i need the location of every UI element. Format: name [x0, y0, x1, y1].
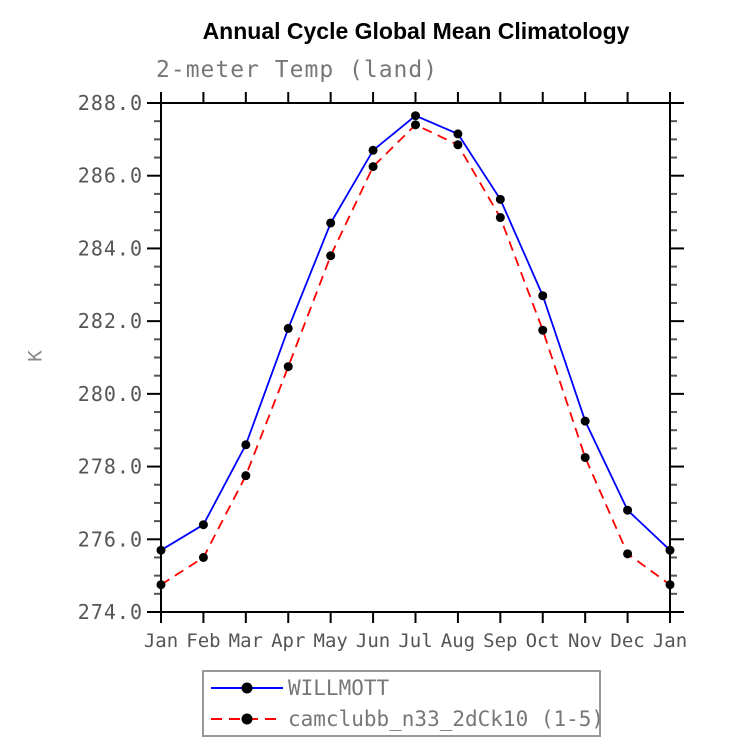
axis-frame: [160, 102, 671, 613]
x-tick-label: Oct: [526, 630, 560, 652]
series-markers-1: [156, 120, 675, 590]
series-markers-0: [156, 111, 675, 555]
x-tick-label: Feb: [186, 630, 220, 652]
x-tick-label: Sep: [483, 630, 517, 652]
y-tick-label: 288.0: [78, 91, 143, 115]
x-tick-label: Mar: [229, 630, 263, 652]
chart-title: Annual Cycle Global Mean Climatology: [202, 18, 630, 44]
legend-label-willmott: WILLMOTT: [288, 676, 390, 701]
chart-subtitle: 2-meter Temp (land): [156, 57, 439, 83]
x-tick-label: Nov: [568, 630, 602, 652]
x-tick-label: Dec: [610, 630, 644, 652]
series-line-0: [160, 114, 671, 551]
axis-ticks: [147, 92, 684, 623]
legend: WILLMOTT camclubb_n33_2dCk10 (1-5): [202, 670, 604, 737]
legend-label-camclubb: camclubb_n33_2dCk10 (1-5): [288, 706, 605, 731]
legend-marker-circle: [241, 682, 253, 694]
x-tick-label: Jun: [356, 630, 390, 652]
x-tick-labels: Jan Feb Mar Apr May Jun Jul Aug Sep Oct Nov Dec Jan: [144, 630, 687, 652]
x-tick-label: Jan: [653, 630, 687, 652]
x-tick-label: Jan: [144, 630, 178, 652]
x-tick-label: May: [314, 630, 348, 652]
y-tick-label: 274.0: [78, 600, 143, 624]
y-tick-label: 278.0: [78, 455, 143, 479]
x-tick-label: Apr: [271, 630, 305, 652]
legend-sample-solid-line: [211, 682, 283, 694]
y-tick-label: 286.0: [78, 164, 143, 188]
y-tick-label: 284.0: [78, 236, 143, 260]
x-tick-label: Aug: [441, 630, 475, 652]
y-tick-labels: 274.0 276.0 278.0 280.0 282.0 284.0 286.0 288.0: [78, 91, 143, 624]
y-tick-label: 282.0: [78, 309, 143, 333]
y-tick-label: 276.0: [78, 527, 143, 551]
series-line-1: [160, 123, 671, 586]
legend-marker-circle: [241, 713, 253, 725]
legend-entry-camclubb: camclubb_n33_2dCk10 (1-5): [208, 705, 604, 733]
legend-entry-willmott: WILLMOTT: [208, 674, 599, 702]
x-tick-label: Jul: [398, 630, 432, 652]
y-tick-label: 280.0: [78, 382, 143, 406]
legend-sample-dashed-line: [211, 713, 283, 725]
